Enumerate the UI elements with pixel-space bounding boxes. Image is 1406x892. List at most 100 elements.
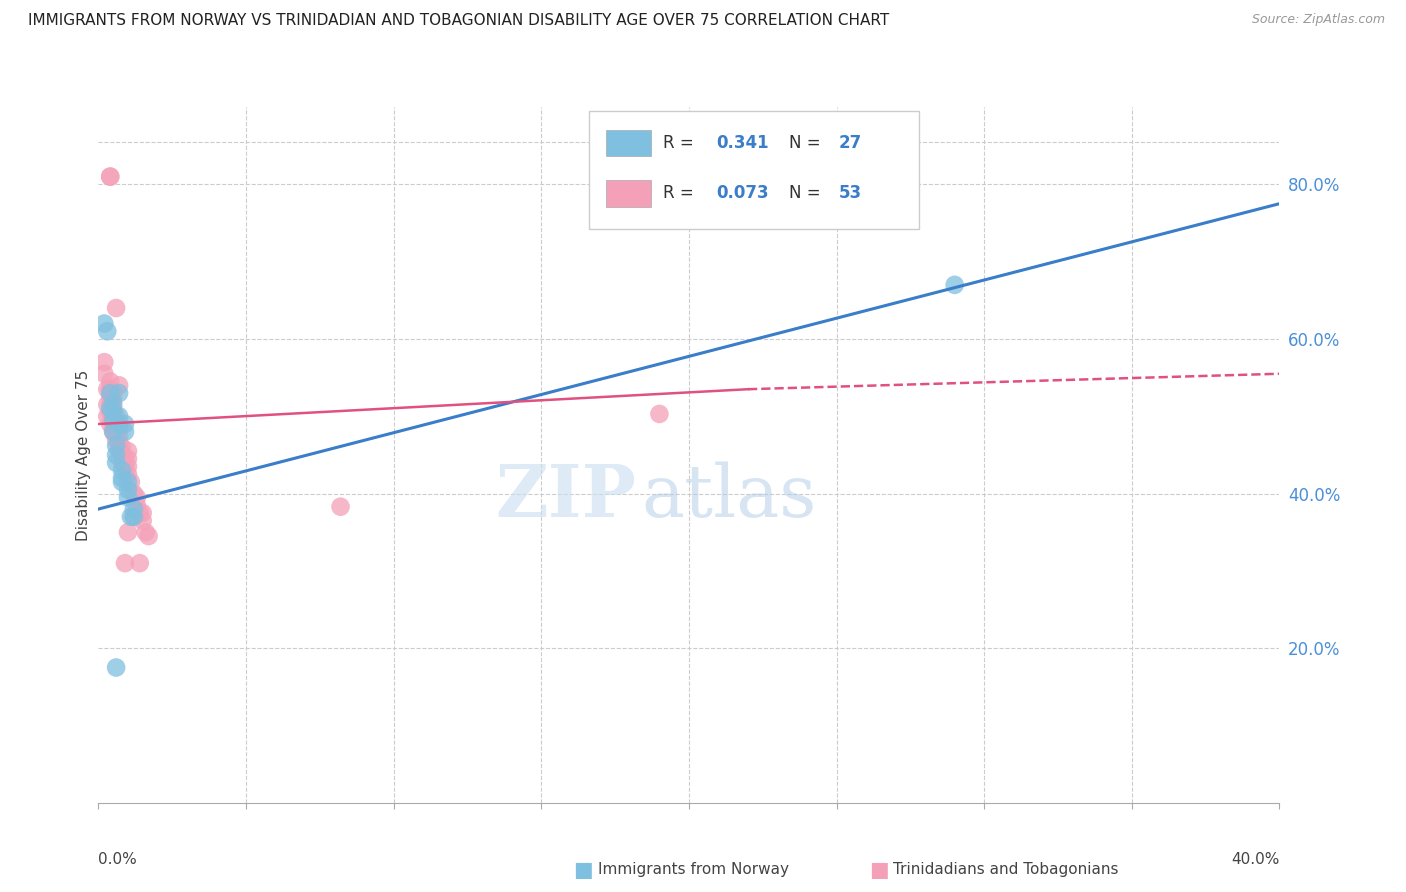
Point (98, 375, 121, 389)
Point (117, 483, 139, 497)
Point (943, 277, 966, 292)
Text: Trinidadians and Tobagonians: Trinidadians and Tobagonians (893, 863, 1118, 877)
Point (114, 459, 136, 474)
FancyBboxPatch shape (589, 111, 920, 229)
Point (98, 417, 121, 431)
Point (105, 417, 128, 431)
Point (135, 525, 157, 540)
Point (117, 444, 139, 458)
Point (111, 475, 134, 489)
Text: ZIP: ZIP (495, 461, 636, 533)
Point (103, 425, 125, 439)
Point (117, 525, 139, 540)
Point (117, 459, 139, 474)
Point (103, 405, 125, 419)
Point (108, 417, 131, 431)
Point (125, 498, 148, 512)
Text: R =: R = (664, 134, 699, 153)
Point (111, 448, 134, 462)
Point (93, 367, 115, 381)
Point (98, 401, 121, 416)
Y-axis label: Disability Age Over 75: Disability Age Over 75 (76, 369, 91, 541)
FancyBboxPatch shape (606, 130, 651, 156)
Point (329, 500, 352, 514)
Text: 0.073: 0.073 (716, 185, 769, 202)
Point (98, 398, 121, 412)
Point (114, 451, 136, 466)
Point (108, 378, 131, 392)
Point (111, 456, 134, 470)
Point (108, 428, 131, 442)
Point (105, 456, 128, 470)
FancyBboxPatch shape (606, 180, 651, 207)
Point (120, 475, 142, 489)
Point (648, 407, 671, 421)
Point (103, 386, 125, 401)
Point (108, 421, 131, 435)
Point (93, 355, 115, 369)
Point (103, 409, 125, 424)
Point (98, 390, 121, 404)
Text: 0.341: 0.341 (716, 134, 769, 153)
Point (125, 491, 148, 505)
Point (122, 502, 145, 516)
Point (122, 509, 145, 524)
Point (105, 439, 128, 453)
Point (114, 425, 136, 439)
Point (128, 556, 150, 570)
Point (96, 409, 118, 424)
Point (103, 393, 125, 408)
Point (103, 398, 125, 412)
Point (117, 451, 139, 466)
Point (103, 425, 125, 439)
Point (108, 436, 131, 450)
Point (105, 301, 128, 315)
Point (105, 448, 128, 462)
Text: 53: 53 (839, 185, 862, 202)
Point (120, 509, 142, 524)
Point (108, 409, 131, 424)
Point (96, 382, 118, 396)
Point (114, 417, 136, 431)
Point (98, 169, 121, 184)
Point (96, 398, 118, 412)
Point (114, 556, 136, 570)
Point (103, 401, 125, 416)
Point (111, 440, 134, 454)
Point (98, 382, 121, 396)
Text: N =: N = (789, 134, 827, 153)
Point (105, 660, 128, 674)
Text: R =: R = (664, 185, 699, 202)
Text: ■: ■ (574, 860, 593, 880)
Point (122, 486, 145, 500)
Text: atlas: atlas (641, 461, 817, 532)
Point (98, 405, 121, 419)
Point (98, 386, 121, 401)
Point (105, 425, 128, 439)
Point (93, 317, 115, 331)
Text: ■: ■ (869, 860, 889, 880)
Point (111, 463, 134, 477)
Point (128, 506, 150, 520)
Text: IMMIGRANTS FROM NORWAY VS TRINIDADIAN AND TOBAGONIAN DISABILITY AGE OVER 75 CORR: IMMIGRANTS FROM NORWAY VS TRINIDADIAN AN… (28, 13, 890, 29)
Point (96, 324, 118, 338)
Point (105, 409, 128, 424)
Text: Immigrants from Norway: Immigrants from Norway (598, 863, 789, 877)
Point (122, 509, 145, 524)
Point (117, 467, 139, 482)
Point (108, 386, 131, 401)
Point (105, 433, 128, 447)
Point (98, 169, 121, 184)
Point (111, 471, 134, 485)
Point (138, 529, 160, 543)
Point (117, 491, 139, 505)
Point (132, 506, 155, 520)
Text: 40.0%: 40.0% (1232, 852, 1279, 866)
Point (108, 444, 131, 458)
Point (103, 417, 125, 431)
Point (132, 514, 155, 528)
Text: Source: ZipAtlas.com: Source: ZipAtlas.com (1251, 13, 1385, 27)
Text: 0.0%: 0.0% (98, 852, 138, 866)
Text: 27: 27 (839, 134, 862, 153)
Point (103, 413, 125, 427)
